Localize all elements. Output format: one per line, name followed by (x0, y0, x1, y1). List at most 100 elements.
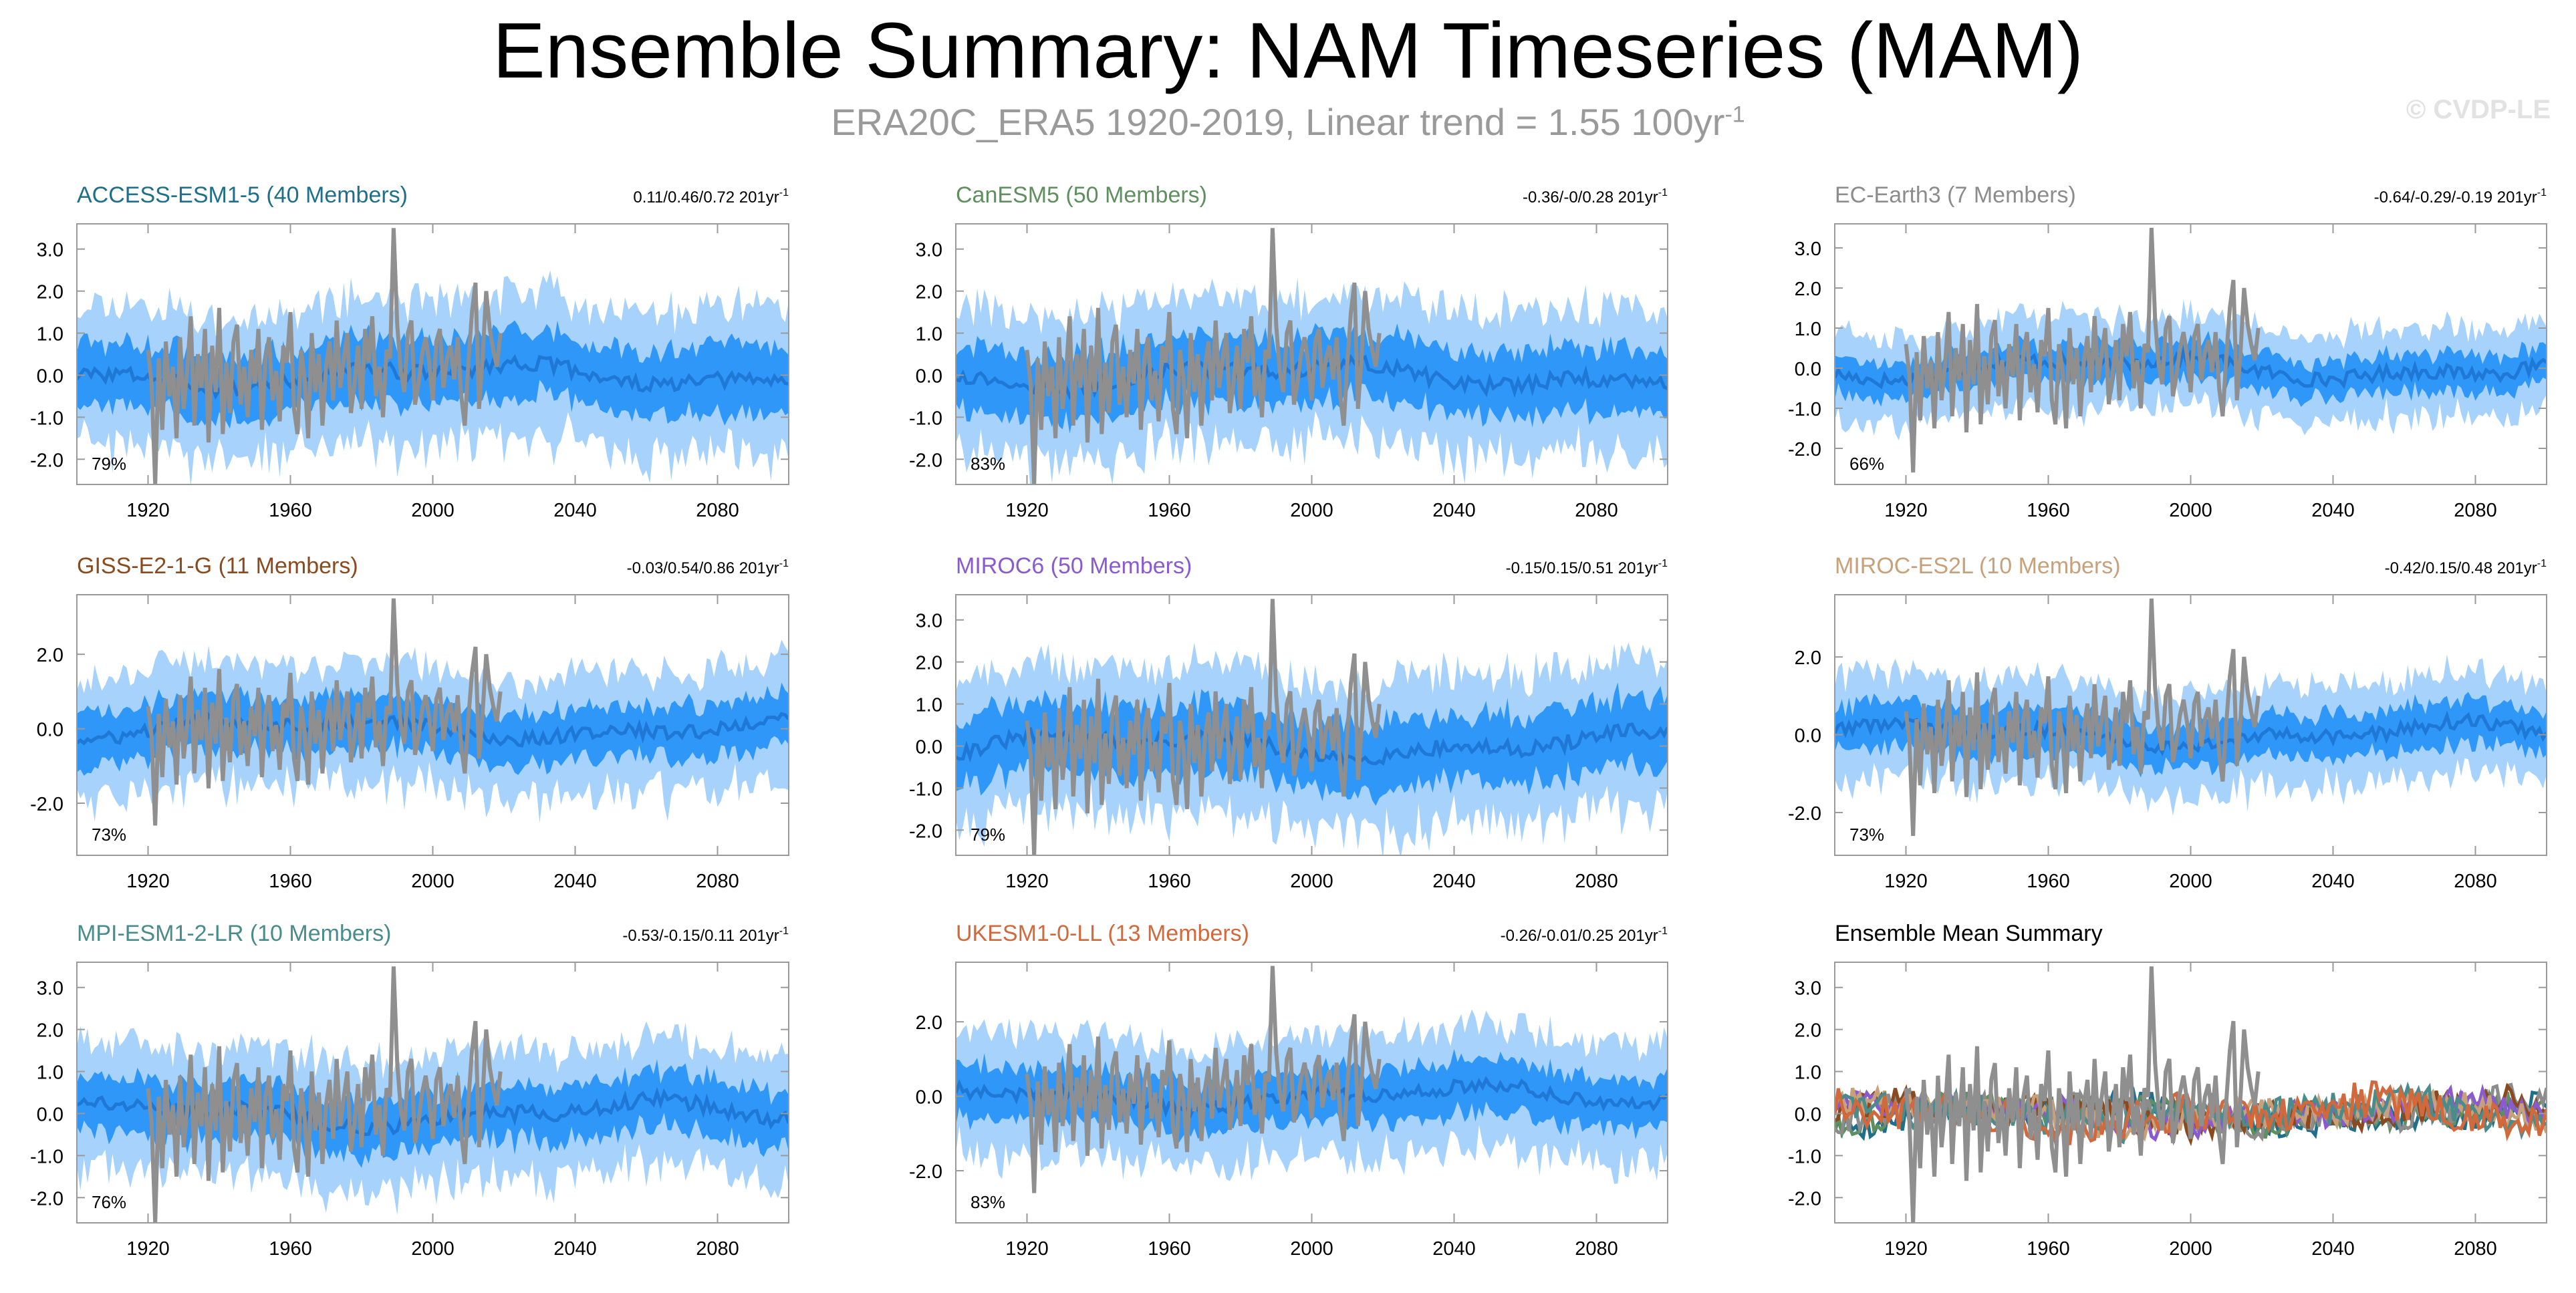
panel-title: MIROC6 (50 Members) (956, 553, 1192, 579)
y-tick-label: -1.0 (909, 778, 942, 800)
y-tick-label: 2.0 (37, 645, 63, 666)
y-tick-label: 0.0 (37, 1104, 63, 1125)
observations-line (1904, 227, 2261, 473)
observations-line (146, 966, 503, 1223)
x-tick-label: 2000 (2169, 1238, 2212, 1260)
panel-plot-area (77, 966, 789, 1223)
observations-line (1904, 598, 2261, 837)
panel-trend-exponent: -1 (1658, 925, 1668, 937)
x-tick-label: 1960 (2027, 500, 2070, 521)
percent-label: 73% (1849, 825, 1884, 845)
panel-trend: -0.03/0.54/0.86 201yr-1 (627, 558, 789, 577)
x-tick-label: 2040 (553, 500, 597, 521)
y-tick-label: -2.0 (909, 1161, 942, 1183)
x-tick-label: 2080 (696, 500, 739, 521)
panel-trend: -0.64/-0.29/-0.19 201yr-1 (2374, 187, 2547, 206)
x-tick-label: 2000 (2169, 871, 2212, 892)
panel-title: Ensemble Mean Summary (1835, 921, 2103, 946)
y-tick-label: 0.0 (916, 1087, 942, 1109)
observations-line (1904, 966, 2261, 1223)
x-tick-label: 2080 (2454, 500, 2497, 521)
panel-title: MIROC-ES2L (10 Members) (1835, 553, 2121, 579)
y-tick-label: 1.0 (37, 324, 63, 345)
y-tick-label: 0.0 (1795, 359, 1821, 380)
panel-trend-exponent: -1 (1658, 187, 1668, 198)
observations-line (146, 228, 503, 484)
y-tick-label: -1.0 (30, 408, 63, 429)
x-tick-label: 1960 (269, 500, 312, 521)
y-tick-label: 2.0 (1795, 279, 1821, 300)
y-tick-label: -2.0 (1788, 1188, 1821, 1209)
y-tick-label: 3.0 (37, 240, 63, 261)
panel-plot-area (956, 966, 1668, 1193)
panel-title: GISS-E2-1-G (11 Members) (77, 553, 358, 579)
y-tick-label: -2.0 (909, 821, 942, 842)
y-tick-label: 2.0 (916, 653, 942, 674)
x-tick-label: 1960 (2027, 871, 2070, 892)
y-tick-label: -1.0 (909, 408, 942, 429)
panel-trend-value: 0.11/0.46/0.72 201yr (633, 188, 779, 206)
y-tick-label: -2.0 (1788, 803, 1821, 825)
observations-line (1025, 966, 1382, 1193)
y-tick-label: 3.0 (1795, 239, 1821, 260)
panel-trend: -0.26/-0.01/0.25 201yr-1 (1501, 925, 1668, 945)
y-tick-label: 2.0 (37, 282, 63, 303)
x-tick-label: 2040 (2311, 871, 2355, 892)
y-tick-label: -2.0 (30, 794, 63, 815)
panel-plot-area (1835, 227, 2547, 473)
panel-3: EC-Earth3 (7 Members) -0.64/-0.29/-0.19 2… (1788, 182, 2547, 521)
panel-title: ACCESS-ESM1-5 (40 Members) (77, 182, 408, 208)
y-tick-label: -1.0 (1788, 399, 1821, 420)
panel-plot-area (77, 598, 789, 826)
percent-label: 76% (92, 1192, 126, 1212)
y-tick-label: 1.0 (37, 1062, 63, 1084)
x-tick-label: 1960 (2027, 1238, 2070, 1260)
x-tick-label: 2040 (2311, 500, 2355, 521)
y-tick-label: 3.0 (1795, 978, 1821, 1000)
y-tick-label: -2.0 (30, 450, 63, 471)
page-subtitle: ERA20C_ERA5 1920-2019, Linear trend = 1.… (0, 100, 2576, 144)
y-tick-label: 2.0 (916, 1012, 942, 1034)
x-tick-label: 2080 (1575, 871, 1618, 892)
x-tick-label: 2080 (2454, 1238, 2497, 1260)
percent-label: 66% (1849, 454, 1884, 474)
panel-trend: 0.11/0.46/0.72 201yr-1 (633, 187, 789, 206)
x-tick-label: 1920 (126, 1238, 170, 1260)
panel-2: CanESM5 (50 Members) -0.36/-0/0.28 201yr-… (909, 182, 1668, 521)
subtitle-exponent: -1 (1724, 102, 1745, 128)
x-tick-label: 1960 (269, 871, 312, 892)
y-tick-label: -2.0 (1788, 439, 1821, 460)
y-tick-label: -2.0 (909, 450, 942, 471)
panel-trend-exponent: -1 (779, 925, 789, 937)
panel-5: MIROC6 (50 Members) -0.15/0.15/0.51 201yr… (909, 553, 1668, 892)
panel-trend: -0.42/0.15/0.48 201yr-1 (2385, 558, 2547, 577)
subtitle-text: ERA20C_ERA5 1920-2019, Linear trend = 1.… (831, 101, 1725, 143)
x-tick-label: 2000 (2169, 500, 2212, 521)
y-tick-label: 1.0 (916, 324, 942, 345)
panel-9: Ensemble Mean Summary 3.0 2.0 1.0 0.0 -1.0 -2.… (1788, 921, 2547, 1260)
x-tick-label: 2040 (1432, 871, 1476, 892)
panel-trend: -0.53/-0.15/0.11 201yr-1 (622, 925, 789, 945)
x-tick-label: 2080 (2454, 871, 2497, 892)
panel-trend-value: -0.15/0.15/0.51 201yr (1506, 559, 1658, 577)
panel-trend-exponent: -1 (2537, 558, 2547, 569)
x-tick-label: 1960 (1148, 500, 1191, 521)
y-tick-label: 0.0 (1795, 726, 1821, 747)
y-tick-label: -1.0 (1788, 1146, 1821, 1167)
panel-title: MPI-ESM1-2-LR (10 Members) (77, 921, 391, 946)
y-tick-label: 1.0 (916, 695, 942, 716)
panel-6: MIROC-ES2L (10 Members) -0.42/0.15/0.48 2… (1788, 553, 2547, 892)
panel-trend-exponent: -1 (779, 558, 789, 569)
panel-1: ACCESS-ESM1-5 (40 Members) 0.11/0.46/0.72… (30, 182, 789, 521)
percent-label: 79% (971, 825, 1005, 845)
percent-label: 83% (971, 1192, 1005, 1212)
x-tick-label: 2080 (1575, 1238, 1618, 1260)
panel-trend-value: -0.26/-0.01/0.25 201yr (1501, 927, 1658, 945)
y-tick-label: -2.0 (30, 1188, 63, 1209)
y-tick-label: 0.0 (37, 366, 63, 387)
panel-trend-exponent: -1 (2537, 187, 2547, 198)
y-tick-label: 0.0 (37, 720, 63, 741)
x-tick-label: 2080 (696, 1238, 739, 1260)
panel-trend-value: -0.42/0.15/0.48 201yr (2385, 559, 2537, 577)
observations-line (1025, 228, 1382, 484)
